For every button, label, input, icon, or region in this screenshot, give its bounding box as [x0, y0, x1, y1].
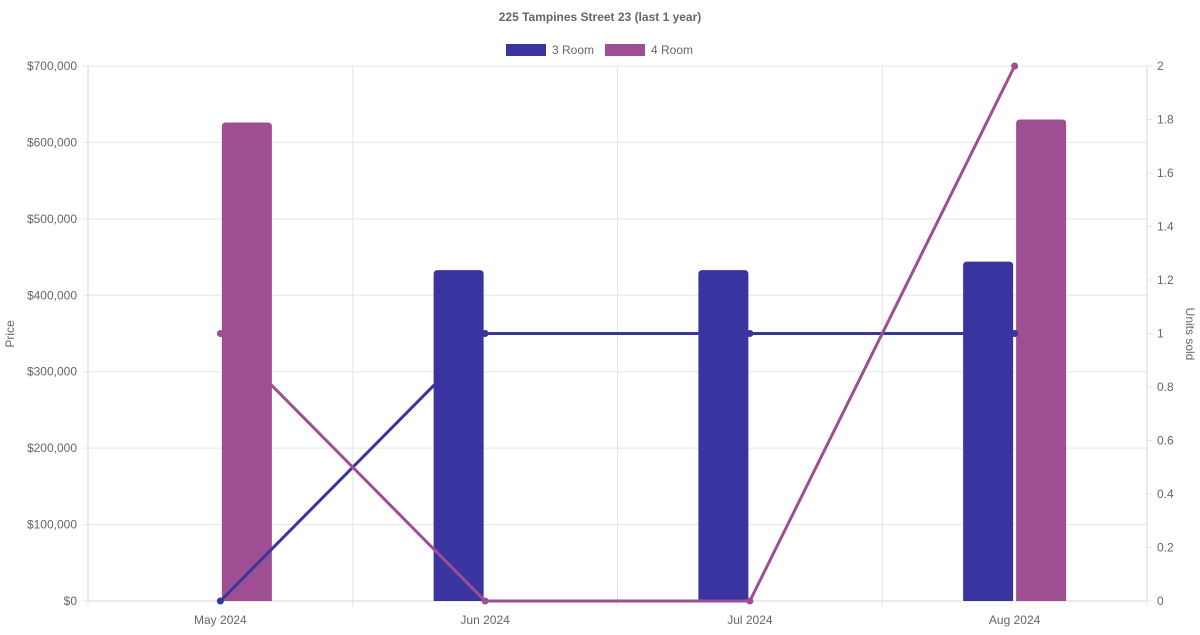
- x-axis-tick-label: May 2024: [194, 613, 247, 627]
- line-layer: [216, 62, 1019, 605]
- left-axis-tick-label: $300,000: [27, 365, 77, 379]
- point-4-room: [746, 597, 754, 605]
- legend-label-4-room: 4 Room: [651, 43, 693, 57]
- x-axis-tick-label: Jul 2024: [727, 613, 773, 627]
- point-4-room: [1011, 62, 1019, 70]
- left-axis-tick-label: $200,000: [27, 441, 77, 455]
- right-axis-tick-label: 0: [1157, 594, 1164, 608]
- bar-3-room: [963, 261, 1014, 601]
- chart-title: 225 Tampines Street 23 (last 1 year): [499, 10, 702, 24]
- point-4-room: [216, 330, 224, 337]
- right-axis-tick-label: 0.4: [1157, 487, 1174, 501]
- left-axis-tick-label: $500,000: [27, 212, 77, 226]
- legend: 3 Room 4 Room: [506, 43, 693, 57]
- legend-swatch-4-room: [605, 44, 645, 56]
- right-axis-tick-label: 1.6: [1157, 166, 1174, 180]
- left-axis-title: Price: [3, 320, 17, 348]
- point-4-room: [481, 597, 489, 605]
- x-axis-tick-label: Aug 2024: [989, 613, 1041, 627]
- bar-layer: [221, 119, 1067, 602]
- left-axis-tick-label: $600,000: [27, 135, 77, 149]
- x-axis-tick-label: Jun 2024: [460, 613, 510, 627]
- right-axis-tick-label: 0.6: [1157, 434, 1174, 448]
- right-axis-tick-label: 1.2: [1157, 273, 1174, 287]
- legend-label-3-room: 3 Room: [552, 43, 594, 57]
- point-3-room: [216, 597, 224, 605]
- line-4-room: [218, 64, 1017, 603]
- left-axis-tick-label: $100,000: [27, 518, 77, 532]
- right-axis-tick-label: 1.8: [1157, 113, 1174, 127]
- point-3-room: [481, 330, 489, 337]
- left-axis-tick-label: $0: [64, 594, 78, 608]
- right-axis-tick-label: 2: [1157, 59, 1164, 73]
- legend-item-3-room[interactable]: 3 Room: [506, 43, 594, 57]
- bar-3-room: [433, 270, 484, 601]
- left-axis-tick-label: $400,000: [27, 288, 77, 302]
- left-axis-tick-label: $700,000: [27, 59, 77, 73]
- legend-swatch-3-room: [506, 44, 546, 56]
- point-3-room: [1011, 330, 1019, 337]
- right-axis-tick-label: 1: [1157, 327, 1164, 341]
- point-3-room: [746, 330, 754, 337]
- right-axis-tick-label: 0.8: [1157, 380, 1174, 394]
- right-axis-tick-label: 0.2: [1157, 541, 1174, 555]
- axis-layer: $0 $100,000 $200,000 $300,000 $400,000 $500,0…: [27, 59, 1174, 627]
- legend-item-4-room[interactable]: 4 Room: [605, 43, 693, 57]
- bar-4-room: [1016, 119, 1067, 601]
- right-axis-title: Units sold: [1183, 308, 1197, 361]
- right-axis-tick-label: 1.4: [1157, 220, 1174, 234]
- bar-3-room: [698, 270, 749, 601]
